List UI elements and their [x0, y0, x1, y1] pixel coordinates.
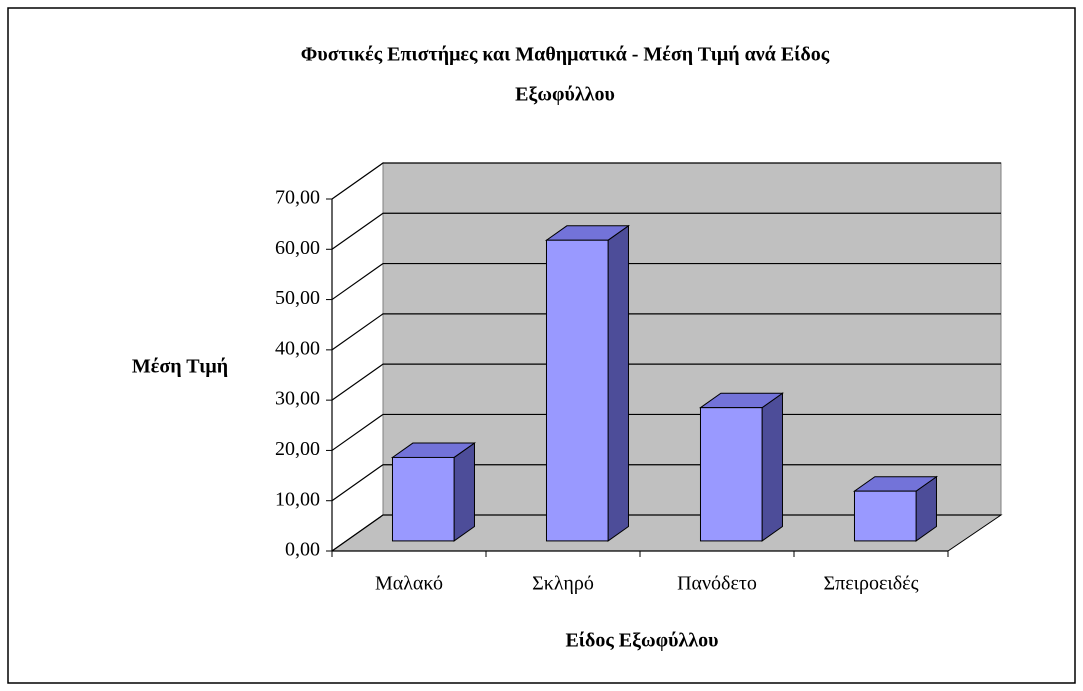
side-wall — [331, 162, 384, 552]
bar — [545, 239, 609, 542]
x-tick-label: Σκληρό — [532, 573, 594, 595]
grid-line — [331, 514, 1001, 552]
bar — [391, 456, 455, 542]
y-tick-label: 50,00 — [275, 287, 320, 309]
x-axis-label: Είδος Εξωφύλλου — [565, 630, 718, 652]
y-tick-label: 20,00 — [275, 438, 320, 460]
bar-side — [761, 392, 783, 542]
bar — [853, 490, 917, 542]
y-axis-label: Μέση Τιμή — [132, 356, 228, 378]
y-tick-label: 10,00 — [275, 488, 320, 510]
bar — [699, 407, 763, 542]
x-tick-label: Πανόδετο — [677, 573, 757, 595]
chart-title-line: Εξωφύλλου — [515, 84, 615, 106]
y-tick-label: 30,00 — [275, 388, 320, 410]
grid-line — [331, 162, 1001, 200]
chart-title-line: Φυστικές Επιστήμες και Μαθηματικά - Μέση… — [301, 44, 830, 66]
x-tick-label: Μαλακό — [375, 573, 443, 595]
y-tick-label: 40,00 — [275, 337, 320, 359]
bar-side — [607, 224, 629, 542]
bar-side — [453, 442, 475, 542]
y-tick-label: 70,00 — [275, 187, 320, 209]
grid-line — [331, 313, 1001, 351]
y-tick-label: 0,00 — [285, 539, 320, 561]
y-tick-label: 60,00 — [275, 237, 320, 259]
grid-line — [331, 212, 1001, 250]
x-tick-label: Σπειροειδές — [823, 573, 918, 595]
grid-line — [331, 413, 1001, 451]
back-wall — [382, 162, 1002, 516]
grid-line — [331, 464, 1001, 502]
grid-line — [331, 262, 1001, 301]
grid-line — [331, 363, 1001, 401]
